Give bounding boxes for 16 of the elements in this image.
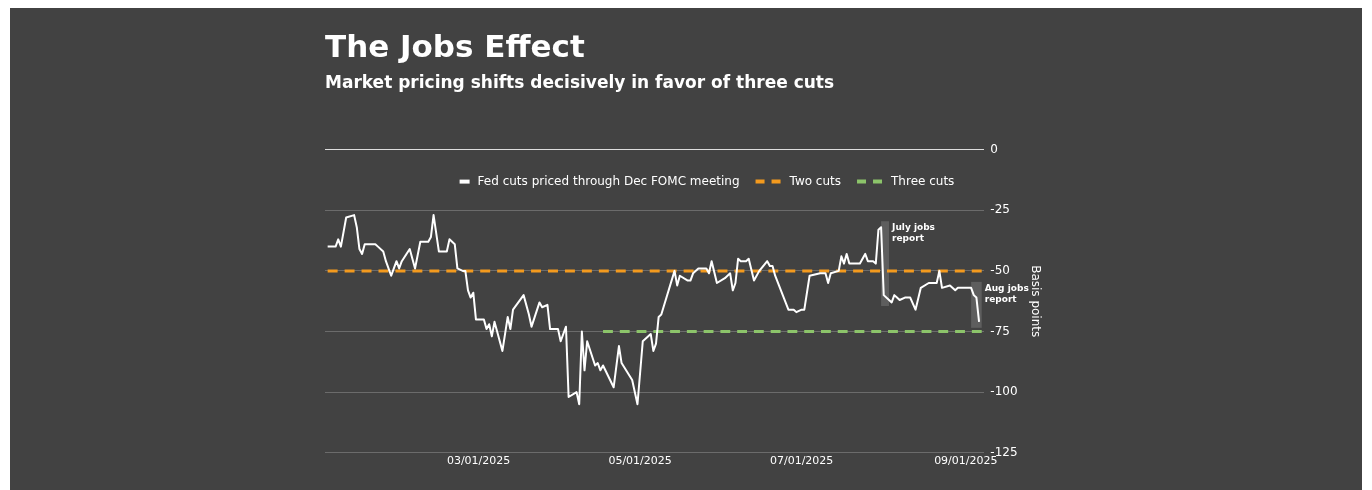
y-tick-label: -100	[990, 384, 1018, 399]
band-label: Aug jobs report	[984, 282, 1029, 304]
chart-title: The Jobs Effect	[325, 27, 585, 64]
chart-subtitle: Market pricing shifts decisively in favor of three cuts	[325, 71, 835, 92]
legend-label: Two cuts	[788, 173, 842, 188]
legend-label: Fed cuts priced through Dec FOMC meeting	[477, 173, 740, 188]
y-tick-label: -75	[990, 323, 1010, 338]
x-tick-label: 03/01/2025	[446, 454, 511, 468]
y-tick-label: -50	[990, 263, 1010, 278]
y-tick-label: 0	[990, 141, 999, 156]
x-tick-label: 07/01/2025	[769, 454, 834, 468]
legend-label: Three cuts	[890, 173, 955, 188]
x-tick-label: 05/01/2025	[608, 454, 672, 468]
band-label: July jobs report	[891, 222, 935, 244]
y-axis-title: Basis points	[1028, 265, 1043, 338]
y-tick-label: -25	[990, 202, 1010, 217]
